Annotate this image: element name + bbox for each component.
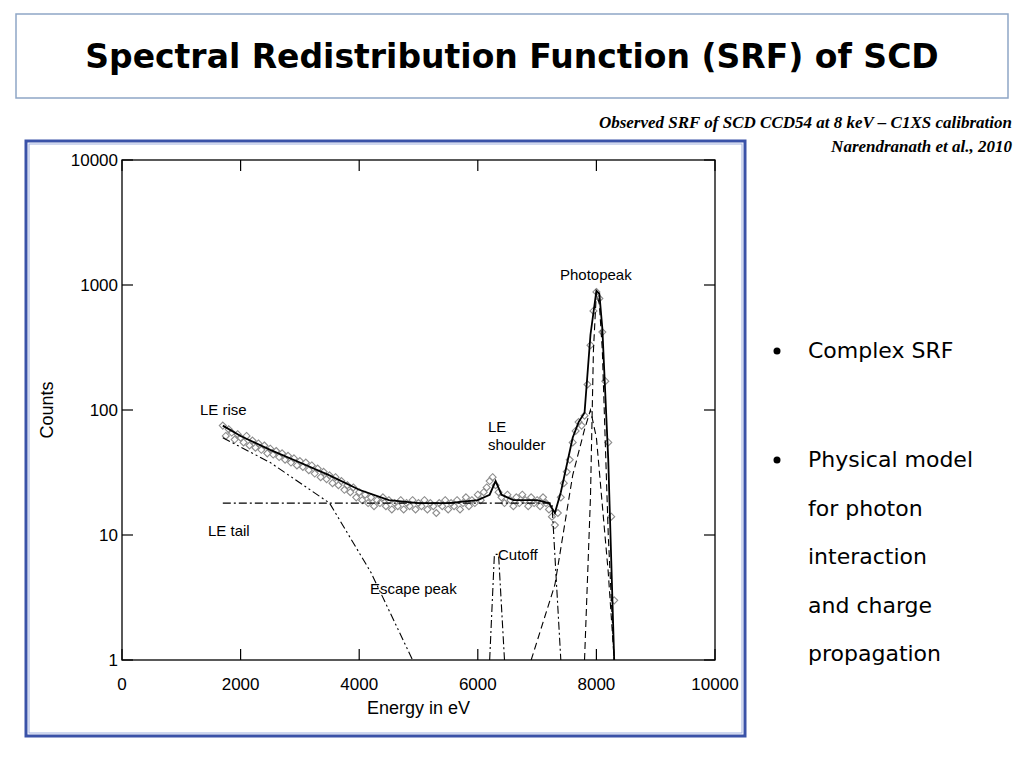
y-tick: [122, 534, 133, 535]
data-point: [388, 506, 395, 513]
annotation: LE tail: [208, 522, 250, 539]
y-tick: [122, 159, 133, 160]
y-tick: [122, 659, 133, 660]
y-tick-label: 100: [90, 401, 118, 420]
caption: Observed SRF of SCD CCD54 at 8 keV – C1X…: [599, 113, 1012, 132]
y-tick: [704, 659, 715, 660]
annotation-line: Cutoff: [498, 546, 539, 563]
x-tick: [477, 649, 478, 660]
y-tick: [704, 409, 715, 410]
slide-canvas: Spectral Redistribution Function (SRF) o…: [0, 0, 1024, 768]
data-point: [489, 474, 496, 481]
x-tick: [240, 160, 241, 171]
data-point: [548, 513, 555, 520]
chart-box-inner: [29, 144, 742, 733]
x-tick-label: 10000: [691, 675, 738, 694]
annotation-line: Escape peak: [370, 580, 457, 597]
x-tick: [477, 160, 478, 171]
data-point: [551, 522, 558, 529]
x-tick: [596, 649, 597, 660]
title-box: [16, 14, 1008, 98]
x-tick-label: 8000: [577, 675, 615, 694]
annotation: LEshoulder: [488, 418, 546, 453]
x-tick-label: 6000: [459, 675, 497, 694]
data-point: [457, 506, 464, 513]
caption: Narendranath et al., 2010: [830, 137, 1012, 156]
x-tick: [121, 649, 122, 660]
x-tick: [714, 160, 715, 171]
y-tick-label: 10: [99, 526, 118, 545]
y-tick: [704, 284, 715, 285]
y-tick: [704, 534, 715, 535]
component-line: [223, 503, 561, 660]
annotation-line: LE: [488, 418, 506, 435]
annotation-line: shoulder: [488, 436, 546, 453]
component-line: [585, 292, 615, 660]
bullet-text: Physical model: [808, 447, 973, 472]
y-axis-label: Counts: [37, 381, 57, 438]
annotation: Photopeak: [560, 266, 632, 283]
x-tick: [121, 160, 122, 171]
x-tick: [714, 649, 715, 660]
fit-line: [223, 291, 614, 660]
x-tick: [240, 649, 241, 660]
data-point: [445, 506, 452, 513]
data-point: [264, 450, 271, 457]
data-point: [486, 478, 493, 485]
bullet-dot: [774, 348, 781, 355]
bullet-text: and charge: [808, 593, 932, 618]
x-axis-label: Energy in eV: [367, 698, 470, 718]
bullet-text: for photon: [808, 496, 923, 521]
plot-data: [219, 288, 617, 660]
annotation-line: Photopeak: [560, 266, 632, 283]
bullet-text: Complex SRF: [808, 338, 953, 363]
data-point: [412, 506, 419, 513]
annotation-line: LE rise: [200, 401, 247, 418]
y-tick-label: 1000: [80, 276, 118, 295]
x-tick: [359, 649, 360, 660]
x-tick-label: 2000: [222, 675, 260, 694]
y-tick: [122, 409, 133, 410]
annotation: Cutoff: [498, 546, 539, 563]
plot-frame: [122, 160, 715, 660]
x-tick-label: 4000: [340, 675, 378, 694]
data-point: [335, 482, 342, 489]
x-tick: [359, 160, 360, 171]
annotation-line: LE tail: [208, 522, 250, 539]
data-point: [424, 506, 431, 513]
x-tick-label: 0: [117, 675, 126, 694]
chart-box: [26, 141, 745, 736]
bullet-text: propagation: [808, 641, 941, 666]
y-tick-label: 10000: [71, 151, 118, 170]
data-point: [433, 509, 440, 516]
bullet-text: interaction: [808, 544, 927, 569]
y-tick: [122, 284, 133, 285]
component-line: [223, 438, 413, 660]
y-tick-label: 1: [109, 651, 118, 670]
data-point: [400, 506, 407, 513]
x-tick: [596, 160, 597, 171]
background: [0, 0, 1024, 768]
bullet-dot: [774, 457, 781, 464]
y-tick: [704, 159, 715, 160]
slide-title: Spectral Redistribution Function (SRF) o…: [85, 37, 939, 76]
component-line: [490, 554, 505, 660]
data-point: [608, 513, 615, 520]
data-point: [483, 484, 490, 491]
annotation: LE rise: [200, 401, 247, 418]
annotation: Escape peak: [370, 580, 457, 597]
